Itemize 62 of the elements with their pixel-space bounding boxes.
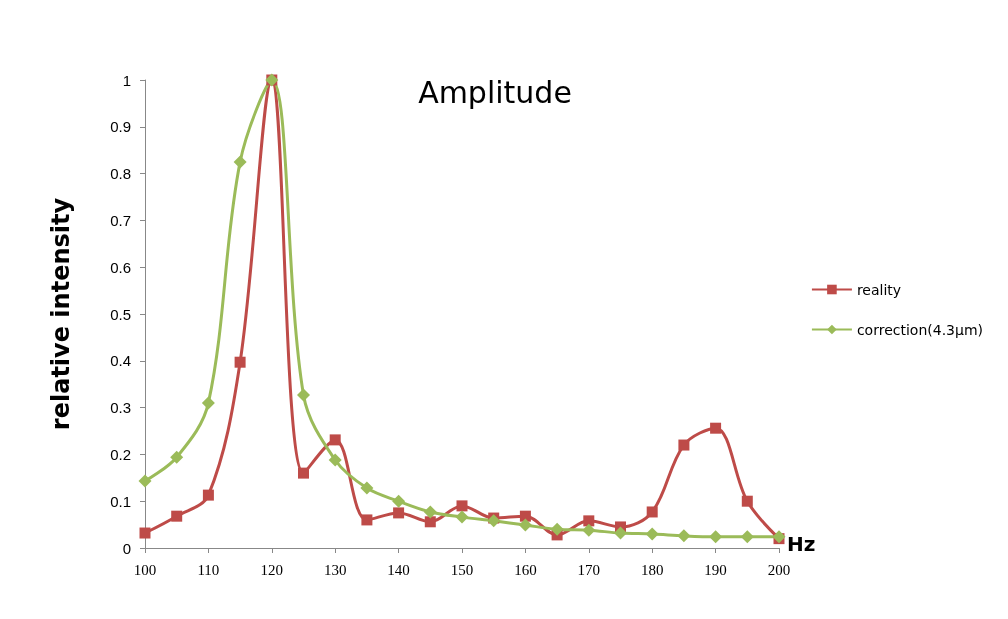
point [298, 467, 309, 479]
x-tick-label: 130 [323, 561, 347, 578]
legend-label: reality [856, 281, 902, 298]
y-tick-label: 0.1 [110, 492, 131, 510]
x-tick-label: 200 [767, 561, 791, 578]
y-tick-label: 0.4 [110, 352, 131, 370]
point [360, 481, 374, 495]
point [709, 530, 723, 544]
x-axis-title: Hz [787, 532, 816, 556]
point [424, 516, 436, 528]
point [646, 506, 658, 518]
y-tick-label: 0.7 [110, 211, 131, 229]
chart-title: Amplitude [418, 74, 572, 110]
x-tick-label: 170 [577, 561, 601, 578]
point [170, 450, 184, 464]
point [423, 505, 437, 519]
x-tick-label: 150 [450, 561, 474, 578]
x-tick-label: 190 [704, 561, 727, 578]
point [171, 510, 183, 522]
point [455, 510, 469, 524]
point [487, 514, 501, 528]
legend-label: correction(4.3μm) [856, 321, 984, 338]
point [582, 523, 596, 537]
point [456, 500, 468, 512]
point [329, 434, 341, 446]
point [328, 453, 342, 467]
point [138, 474, 152, 488]
x-tick-label: 100 [133, 561, 157, 578]
x-tick-label: 110 [197, 561, 220, 578]
point [139, 527, 151, 539]
y-tick-label: 0.8 [110, 165, 131, 183]
point [677, 529, 691, 543]
x-tick-label: 160 [514, 561, 537, 578]
point [393, 507, 405, 519]
y-tick-label: 0.3 [110, 399, 131, 417]
y-tick-label: 0 [122, 539, 131, 557]
point [678, 439, 690, 451]
point [550, 522, 564, 536]
x-tick-label: 120 [260, 561, 284, 578]
point [297, 388, 310, 402]
y-tick-label: 1 [122, 71, 131, 89]
point [518, 518, 532, 532]
point [614, 526, 627, 540]
point [741, 495, 753, 507]
y-tick-label: 0.6 [110, 258, 131, 276]
point [201, 396, 215, 410]
point [392, 494, 406, 508]
point [645, 527, 659, 541]
y-tick-label: 0.9 [110, 118, 131, 136]
point [233, 155, 247, 169]
y-tick-label: 0.2 [110, 445, 131, 463]
point [583, 515, 595, 527]
point [740, 530, 754, 544]
point [202, 489, 214, 501]
y-tick-label: 0.5 [110, 305, 131, 323]
point [710, 422, 722, 434]
x-tick-label: 140 [387, 561, 410, 578]
point [519, 510, 531, 522]
point [234, 356, 246, 368]
point [361, 514, 373, 526]
y-axis-title: relative intensity [47, 197, 75, 431]
x-tick-label: 180 [640, 561, 664, 578]
